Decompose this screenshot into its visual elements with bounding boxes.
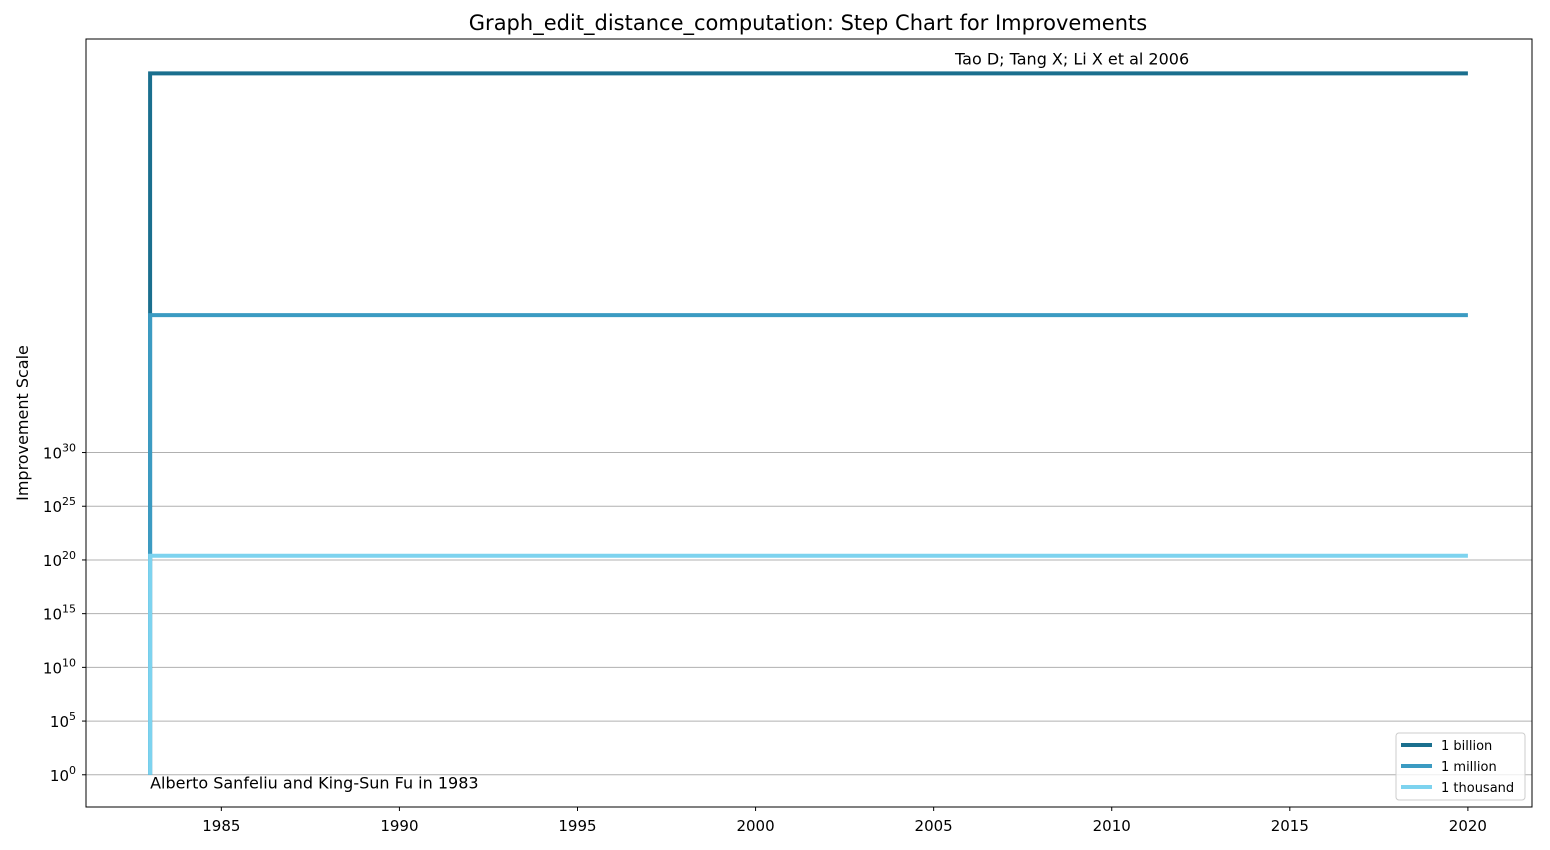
- y-axis-ticks: 100 105 1010 1015 1020 1025 1030: [43, 442, 86, 785]
- x-tick-label: 2020: [1449, 817, 1487, 835]
- y-tick-label: 100: [50, 764, 76, 785]
- legend-label: 1 million: [1441, 760, 1497, 775]
- legend-box: [1395, 732, 1526, 801]
- x-tick-label: 2000: [736, 817, 774, 835]
- x-axis-ticks: 1985 1990 1995 2000 2005 2010 2015 2020: [202, 807, 1487, 835]
- x-tick-label: 2005: [915, 817, 953, 835]
- annotation-label: Tao D; Tang X; Li X et al 2006: [954, 49, 1189, 68]
- annotation-label: Alberto Sanfeliu and King-Sun Fu in 1983: [150, 773, 478, 792]
- series-line-3: [148, 553, 1468, 775]
- series-lines: [148, 71, 1468, 775]
- plot-frame: [85, 38, 1533, 808]
- y-tick-label: 1010: [43, 656, 76, 677]
- y-axis-label: Improvement Scale: [13, 345, 32, 501]
- legend: 1 billion 1 million 1 thousand: [1395, 732, 1526, 801]
- y-tick-label: 105: [50, 710, 76, 731]
- legend-label: 1 thousand: [1441, 781, 1514, 796]
- series-line-2: [148, 313, 1468, 775]
- series-line-1: [148, 71, 1468, 775]
- x-tick-label: 2010: [1093, 817, 1131, 835]
- annotations: Alberto Sanfeliu and King-Sun Fu in 1983…: [150, 49, 1189, 792]
- chart-title: Graph_edit_distance_computation: Step Ch…: [469, 11, 1147, 36]
- y-tick-label: 1020: [43, 549, 76, 570]
- y-tick-label: 1015: [43, 603, 76, 624]
- x-tick-label: 2015: [1271, 817, 1309, 835]
- x-tick-label: 1985: [202, 817, 240, 835]
- y-tick-label: 1030: [43, 442, 76, 463]
- x-tick-label: 1995: [558, 817, 596, 835]
- y-tick-label: 1025: [43, 495, 76, 516]
- legend-label: 1 billion: [1441, 739, 1492, 754]
- x-tick-label: 1990: [380, 817, 418, 835]
- grid-lines: [86, 452, 1532, 776]
